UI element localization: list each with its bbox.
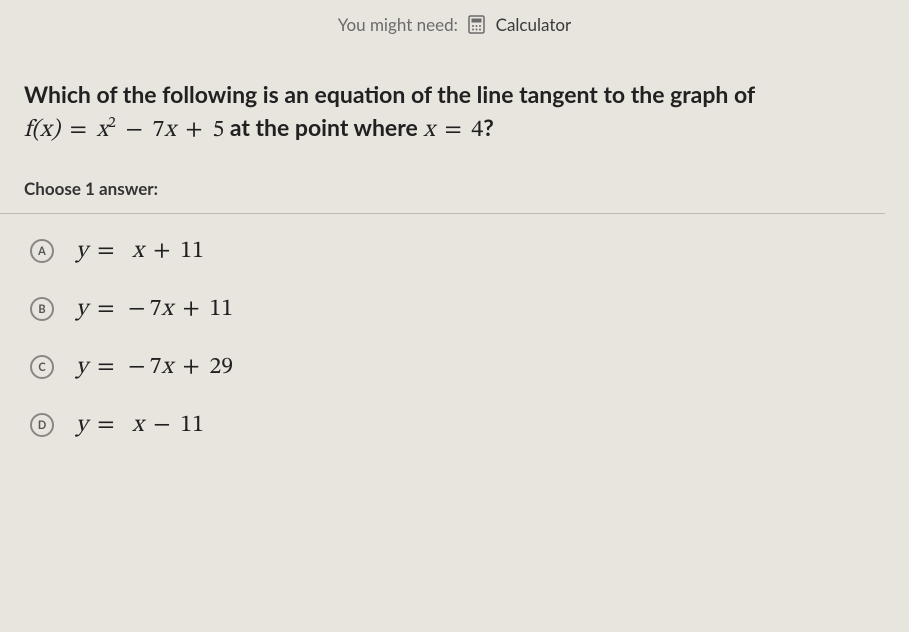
option-math: y = x − 11 — [76, 410, 204, 440]
option-c[interactable]: C y = −7x + 29 — [24, 338, 885, 396]
calculator-link[interactable]: Calculator — [496, 14, 572, 35]
option-d[interactable]: D y = x − 11 — [24, 396, 885, 454]
option-radio[interactable]: D — [30, 413, 54, 437]
question-text: Which of the following is an equation of… — [24, 78, 885, 148]
option-math: y = x + 11 — [76, 236, 204, 266]
choose-label: Choose 1 answer: — [24, 178, 885, 199]
content: Which of the following is an equation of… — [0, 78, 909, 454]
question-math2: x = 4 — [423, 118, 483, 142]
option-radio[interactable]: B — [30, 297, 54, 321]
option-radio[interactable]: C — [30, 355, 54, 379]
option-math: y = −7x + 29 — [76, 352, 233, 382]
question-tail-a: at the point where — [230, 113, 424, 141]
divider — [0, 213, 885, 214]
option-radio[interactable]: A — [30, 239, 54, 263]
option-b[interactable]: B y = −7x + 11 — [24, 280, 885, 338]
question-math: f(x) = x2 − 7x + 5 — [24, 118, 230, 142]
option-a[interactable]: A y = x + 11 — [24, 222, 885, 280]
hint-prefix: You might need: — [338, 14, 458, 35]
option-math: y = −7x + 11 — [76, 294, 233, 324]
hint-bar: You might need: Calculator — [0, 0, 909, 78]
calculator-icon — [468, 15, 485, 38]
options-list: A y = x + 11 B y = −7x + 11 C y = — [24, 222, 885, 454]
question-lead: Which of the following is an equation of… — [24, 80, 755, 108]
